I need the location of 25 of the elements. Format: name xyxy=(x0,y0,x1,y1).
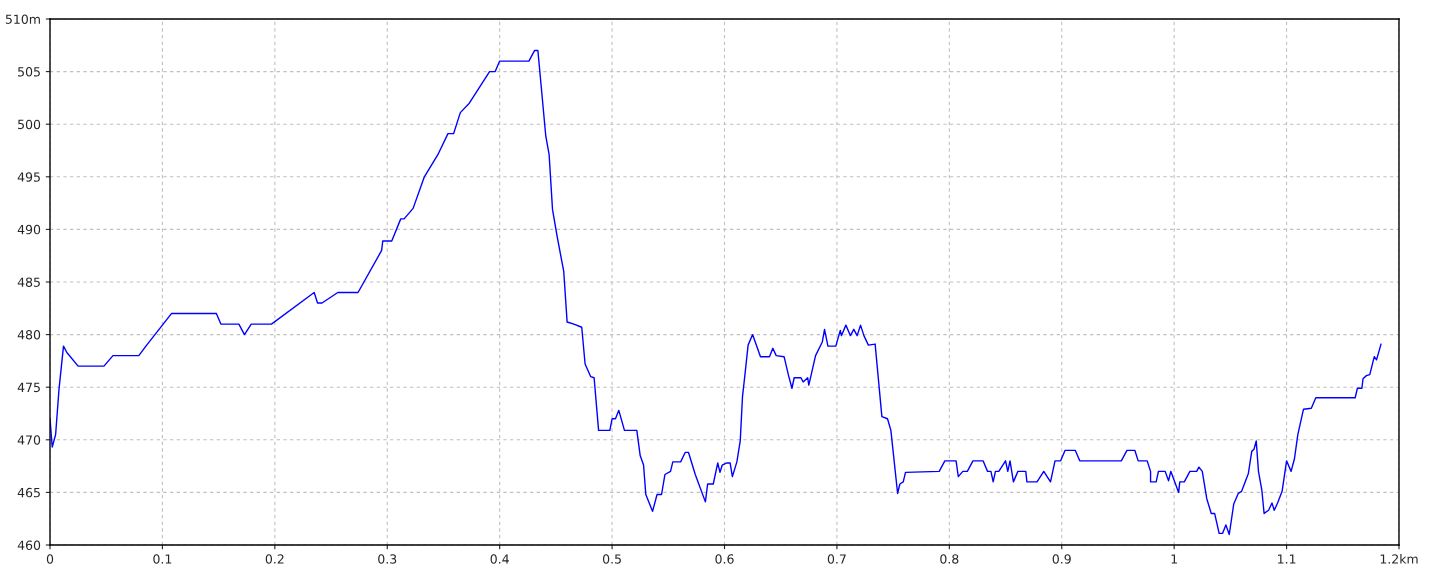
x-tick-label: 0.3 xyxy=(378,554,397,564)
y-tick-label: 460 xyxy=(17,540,41,550)
y-tick-label: 500 xyxy=(18,119,41,130)
y-tick-label: 485 xyxy=(17,277,40,287)
x-tick-label: 0.5 xyxy=(602,554,621,564)
y-tick-label: 510m xyxy=(5,14,40,24)
x-tick-label: 0.4 xyxy=(490,554,509,564)
y-tick-label: 505 xyxy=(18,67,40,77)
y-tick-label: 475 xyxy=(17,382,40,393)
y-tick-label: 470 xyxy=(17,435,41,445)
y-tick-label: 490 xyxy=(17,224,41,235)
x-tick-label: 1.2km xyxy=(1380,554,1418,564)
x-tick-label: 0.9 xyxy=(1052,554,1071,564)
x-tick-label: 0.2 xyxy=(265,554,284,564)
x-tick-label: 1.1 xyxy=(1278,554,1296,564)
y-tick-label: 480 xyxy=(17,330,41,340)
x-tick-label: 0.6 xyxy=(715,554,734,564)
y-tick-label: 465 xyxy=(17,487,40,498)
line-series xyxy=(50,49,1382,536)
y-tick-label: 495 xyxy=(17,172,40,182)
x-tick-label: 0 xyxy=(46,554,54,564)
x-tick-label: 0.1 xyxy=(153,554,172,564)
x-tick-label: 1 xyxy=(1171,554,1177,564)
x-tick-label: 0.8 xyxy=(940,554,959,564)
x-tick-label: 0.7 xyxy=(827,554,846,564)
